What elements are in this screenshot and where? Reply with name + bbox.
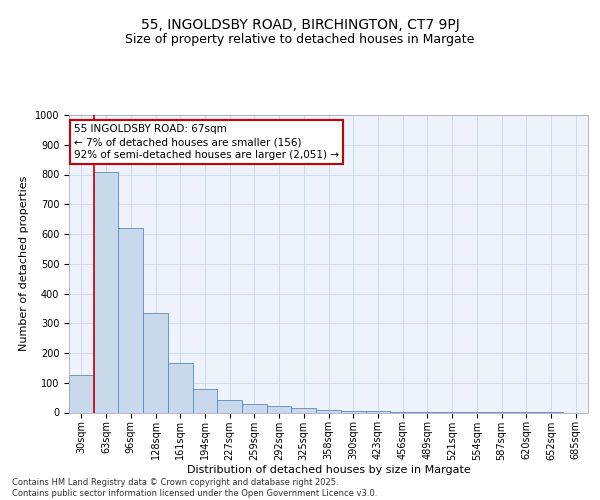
- Bar: [168, 364, 193, 412]
- X-axis label: Distribution of detached houses by size in Margate: Distribution of detached houses by size …: [187, 465, 470, 475]
- Bar: [341, 411, 365, 412]
- Bar: [143, 313, 168, 412]
- Text: Contains HM Land Registry data © Crown copyright and database right 2025.
Contai: Contains HM Land Registry data © Crown c…: [12, 478, 377, 498]
- Bar: [267, 406, 292, 412]
- Bar: [316, 410, 341, 412]
- Bar: [69, 376, 94, 412]
- Text: Size of property relative to detached houses in Margate: Size of property relative to detached ho…: [125, 32, 475, 46]
- Y-axis label: Number of detached properties: Number of detached properties: [19, 176, 29, 352]
- Bar: [242, 404, 267, 412]
- Text: 55 INGOLDSBY ROAD: 67sqm
← 7% of detached houses are smaller (156)
92% of semi-d: 55 INGOLDSBY ROAD: 67sqm ← 7% of detache…: [74, 124, 339, 160]
- Bar: [94, 172, 118, 412]
- Bar: [118, 228, 143, 412]
- Bar: [217, 400, 242, 412]
- Bar: [193, 388, 217, 412]
- Bar: [292, 408, 316, 412]
- Text: 55, INGOLDSBY ROAD, BIRCHINGTON, CT7 9PJ: 55, INGOLDSBY ROAD, BIRCHINGTON, CT7 9PJ: [140, 18, 460, 32]
